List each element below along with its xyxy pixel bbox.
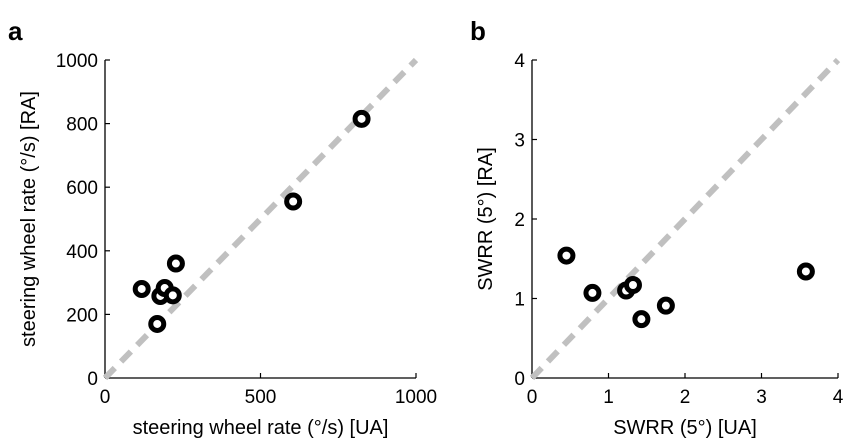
y-axis-label: SWRR (5°) [RA]: [475, 147, 497, 291]
y-tick-label: 1: [514, 290, 525, 311]
data-point: [284, 192, 303, 211]
data-point: [166, 254, 185, 273]
y-tick-label: 2: [514, 210, 525, 231]
y-tick-label: 600: [66, 178, 98, 199]
panel-label: a: [8, 16, 23, 46]
x-axis-label: steering wheel rate (°/s) [UA]: [133, 417, 389, 439]
panel-b: b 0 1 2 3 4 0 1 2 3 4 SWRR (5°) [UA] SWRR (5°) [RA]: [470, 16, 844, 439]
panel-label: b: [470, 16, 486, 46]
x-tick-label: 4: [833, 387, 844, 408]
data-point: [623, 275, 642, 294]
y-tick-label: 0: [87, 369, 98, 390]
y-tick-label: 4: [514, 51, 525, 72]
data-point: [656, 296, 675, 315]
data-point: [163, 286, 182, 305]
x-tick-label: 2: [680, 387, 691, 408]
x-tick-label: 0: [527, 387, 538, 408]
data-point: [132, 279, 151, 298]
data-point: [632, 310, 651, 329]
data-point: [796, 262, 815, 281]
y-tick-label: 0: [514, 369, 525, 390]
y-tick-label: 400: [66, 242, 98, 263]
data-point: [557, 246, 576, 265]
panel-a: a 0 500 1000 0 200 400 600 800 1000 steering wheel…: [8, 16, 437, 439]
data-point: [352, 109, 371, 128]
x-tick-label: 500: [245, 387, 277, 408]
x-axis-label: SWRR (5°) [UA]: [613, 417, 757, 439]
data-point: [148, 314, 167, 333]
x-tick-label: 3: [756, 387, 767, 408]
x-tick-label: 1: [603, 387, 614, 408]
y-axis-label: steering wheel rate (°/s) [RA]: [18, 91, 40, 347]
y-tick-label: 1000: [56, 51, 98, 72]
data-point: [583, 283, 602, 302]
identity-reference-line: [529, 57, 841, 381]
y-tick-label: 200: [66, 305, 98, 326]
y-tick-label: 3: [514, 131, 525, 152]
y-tick-label: 800: [66, 115, 98, 136]
x-tick-label: 1000: [395, 387, 437, 408]
x-tick-label: 0: [100, 387, 111, 408]
